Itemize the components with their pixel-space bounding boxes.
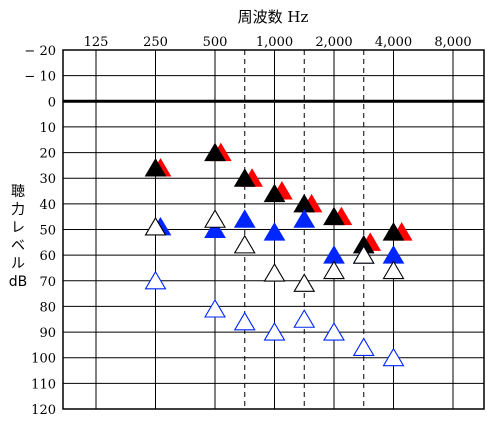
y-tick-label: 80 xyxy=(39,300,56,315)
chart-title: 周波数 Hz xyxy=(238,8,309,26)
y-axis-label-part: ベ xyxy=(11,238,25,254)
y-tick-labels: − 20 − 10 0 10 20 30 40 50 60 70 80 90 100 110 120 xyxy=(24,44,56,418)
y-axis-label-part: 力 xyxy=(11,202,25,218)
y-axis-label-part: dB xyxy=(9,274,28,290)
x-tick-label: 8,000 xyxy=(434,35,471,50)
open-triangle-marker xyxy=(263,263,286,282)
y-tick-label: 60 xyxy=(39,249,56,264)
x-tick-label: 1,000 xyxy=(256,35,293,50)
y-tick-label: 70 xyxy=(39,275,56,290)
filled-triangle-marker xyxy=(204,219,226,238)
open-triangle-marker xyxy=(263,321,286,341)
y-axis-label-part: 聴 xyxy=(11,184,25,200)
open-triangle-marker xyxy=(144,216,167,236)
y-axis-label-part: レ xyxy=(11,220,25,236)
filled-triangle-marker xyxy=(293,209,316,228)
filled-triangle-marker xyxy=(263,222,286,241)
open-triangle-marker xyxy=(382,347,405,367)
x-tick-label: 2,000 xyxy=(315,35,352,50)
y-tick-label: 100 xyxy=(31,352,56,367)
y-tick-label: 90 xyxy=(39,326,56,341)
open-triangle-marker xyxy=(144,270,167,290)
open-triangle-marker xyxy=(233,234,256,254)
open-triangle-marker xyxy=(204,209,226,228)
open-triangle-marker xyxy=(323,321,345,341)
y-tick-label: 20 xyxy=(39,147,56,162)
open-triangle-marker xyxy=(233,311,256,331)
filled-triangle-marker xyxy=(233,209,256,228)
filled-triangle-marker xyxy=(323,206,345,226)
open-triangle-marker xyxy=(293,309,316,328)
open-triangle-marker xyxy=(323,260,345,280)
open-triangle-marker xyxy=(382,260,405,280)
x-tick-label: 500 xyxy=(203,35,228,50)
filled-triangle-marker xyxy=(233,168,256,187)
x-tick-labels: 125 250 500 1,000 2,000 4,000 8,000 xyxy=(84,35,472,50)
y-tick-label: − 10 xyxy=(24,70,56,85)
y-axis-label-part: ル xyxy=(11,256,25,272)
open-triangle-marker xyxy=(204,298,226,318)
y-tick-label: 40 xyxy=(39,198,56,213)
x-tick-label: 4,000 xyxy=(375,35,412,50)
y-tick-label: 50 xyxy=(39,224,56,239)
open-triangle-marker xyxy=(352,245,375,264)
filled-triangle-marker xyxy=(204,142,226,162)
y-tick-label: 10 xyxy=(39,121,56,136)
plot-frame xyxy=(62,49,485,410)
open-triangle-marker xyxy=(293,273,316,292)
y-tick-label: − 20 xyxy=(24,44,56,59)
filled-triangle-marker xyxy=(144,157,167,177)
data-markers xyxy=(144,142,413,367)
y-tick-label: 30 xyxy=(39,172,56,187)
filled-triangle-marker xyxy=(263,183,286,203)
x-tick-label: 125 xyxy=(84,35,109,50)
filled-triangle-marker xyxy=(382,222,405,241)
open-triangle-marker xyxy=(352,337,375,357)
y-tick-label: 110 xyxy=(31,377,56,392)
y-tick-label: 120 xyxy=(31,403,56,418)
y-tick-label: 0 xyxy=(48,95,56,110)
x-tick-label: 250 xyxy=(143,35,168,50)
